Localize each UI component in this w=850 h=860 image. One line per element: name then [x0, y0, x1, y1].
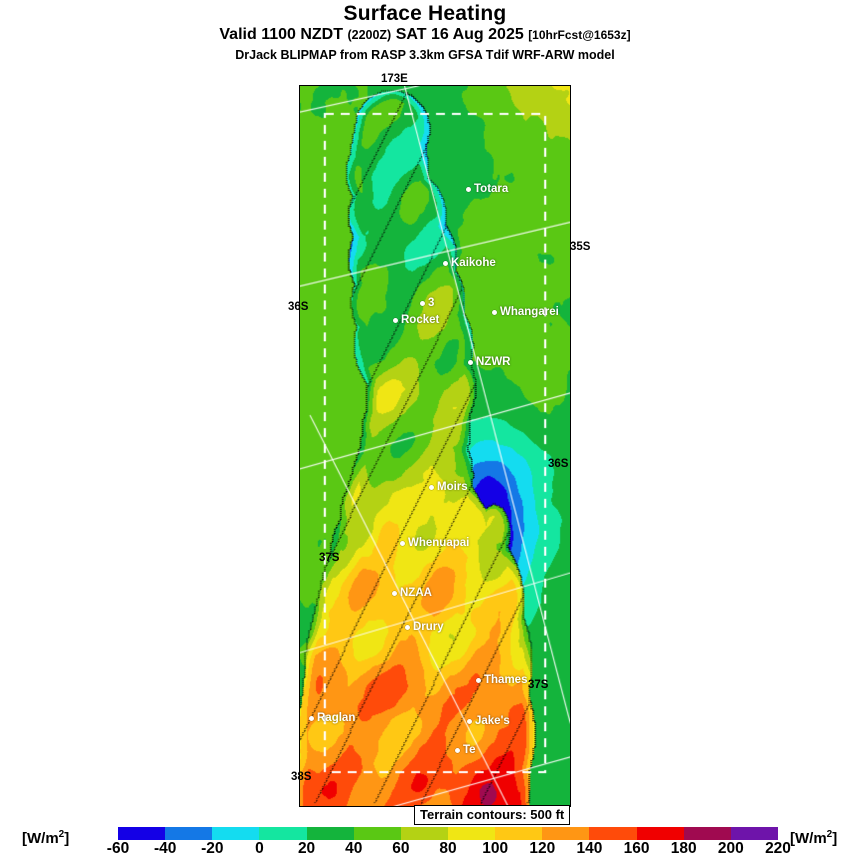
colorbar-swatches — [118, 827, 778, 840]
geo-label-lat-37S-w: 37S — [319, 552, 340, 564]
colorbar-tick-20: 20 — [297, 840, 316, 857]
unit-exponent-right: 2 — [826, 829, 833, 840]
station-label: Jake's — [475, 715, 510, 727]
forecast-tag: [10hrFcst@1653z] — [528, 28, 631, 42]
station-dot-icon — [443, 260, 448, 266]
colorbar-swatch-8 — [495, 827, 543, 840]
colorbar-swatch-5 — [353, 827, 401, 840]
colorbar-tick-0: 0 — [255, 840, 264, 857]
unit-suffix-right: ] — [832, 830, 838, 847]
station-label: NZAA — [400, 587, 432, 599]
station-dot-icon — [467, 718, 472, 724]
colorbar-swatch-11 — [636, 827, 684, 840]
colorbar-swatch-13 — [730, 827, 778, 840]
colorbar-unit-left: [W/m2] — [22, 829, 69, 847]
colorbar-unit-right: [W/m2] — [790, 829, 837, 847]
station-label: Whenuapai — [408, 537, 470, 549]
colorbar-swatch-10 — [589, 827, 637, 840]
colorbar-tick-60: 60 — [392, 840, 410, 857]
colorbar-tick-160: 160 — [623, 840, 650, 857]
station-dot-icon — [492, 309, 497, 315]
station-dot-icon — [468, 359, 473, 365]
colorbar-swatch-7 — [447, 827, 496, 840]
colorbar-tick--60: -60 — [106, 840, 130, 857]
valid-date: SAT 16 Aug 2025 — [395, 26, 524, 43]
station-dot-icon — [393, 317, 398, 323]
colorbar-swatch-1 — [165, 827, 213, 840]
colorbar-tick--40: -40 — [153, 840, 177, 857]
station-dot-icon — [466, 186, 471, 192]
unit-prefix-left: [W/m — [22, 830, 59, 847]
station-dot-icon — [405, 624, 410, 630]
colorbar-tick-140: 140 — [576, 840, 603, 857]
colorbar-tick--20: -20 — [201, 840, 224, 857]
surface-heating-raster — [300, 86, 570, 806]
geo-label-lat-35S-e: 35S — [570, 241, 591, 253]
unit-exponent-left: 2 — [58, 829, 65, 840]
colorbar-tick-40: 40 — [345, 840, 363, 857]
station-label: Thames — [484, 674, 528, 686]
station-label: Te — [463, 744, 476, 756]
geo-label-lon-173E: 173E — [381, 73, 408, 85]
terrain-contour-note: Terrain contours: 500 ft — [414, 805, 571, 825]
colorbar-tick-120: 120 — [529, 840, 556, 857]
colorbar-tick-180: 180 — [670, 840, 697, 857]
colorbar-tick-220: 220 — [765, 840, 791, 857]
colorbar-swatch-3 — [259, 827, 307, 840]
colorbar-tick-80: 80 — [439, 840, 457, 857]
geo-label-lat-38S-w: 38S — [291, 771, 312, 783]
station-label: Kaikohe — [451, 257, 496, 269]
station-dot-icon — [420, 300, 425, 306]
station-label: Raglan — [317, 712, 356, 724]
colorbar: [W/m2] -60 -40 -20 0 20 40 60 80 100 120 140 160 180… — [0, 826, 850, 860]
valid-time-local: Valid 1100 NZDT — [219, 26, 343, 43]
station-dot-icon — [309, 715, 314, 721]
station-dot-icon — [400, 540, 405, 546]
forecast-map[interactable] — [299, 85, 571, 807]
station-label: Totara — [474, 183, 509, 195]
geo-label-lat-36S-e: 36S — [548, 458, 569, 470]
station-dot-icon — [455, 747, 460, 753]
colorbar-swatch-0 — [118, 827, 166, 840]
colorbar-tick-200: 200 — [717, 840, 744, 857]
station-label: Drury — [413, 621, 444, 633]
model-description: DrJack BLIPMAP from RASP 3.3km GFSA Tdif… — [235, 48, 615, 62]
station-label: Moirs — [437, 481, 468, 493]
geo-label-lat-37S-e: 37S — [528, 679, 549, 691]
colorbar-tick-labels: -60 -40 -20 0 20 40 60 80 100 120 140 160 180 200 220 — [107, 840, 791, 860]
colorbar-swatch-9 — [542, 827, 590, 840]
station-label: Whangarei — [500, 306, 559, 318]
unit-suffix-left: ] — [64, 830, 70, 847]
colorbar-swatch-6 — [400, 827, 448, 840]
station-label: Rocket — [401, 314, 440, 326]
valid-time-zulu: (2200Z) — [347, 28, 392, 42]
geo-label-lat-36S-w: 36S — [288, 301, 309, 313]
station-dot-icon — [392, 590, 397, 596]
colorbar-swatch-12 — [683, 827, 731, 840]
station-label: NZWR — [476, 356, 511, 368]
station-dot-icon — [476, 677, 481, 683]
unit-prefix-right: [W/m — [790, 830, 827, 847]
valid-time-line: Valid 1100 NZDT (2200Z) SAT 16 Aug 2025 … — [0, 26, 850, 44]
station-label: 3 — [428, 297, 435, 309]
colorbar-tick-100: 100 — [482, 840, 509, 857]
station-dot-icon — [429, 484, 434, 490]
colorbar-swatch-4 — [306, 827, 354, 840]
colorbar-swatch-2 — [212, 827, 260, 840]
page-title: Surface Heating — [343, 2, 507, 25]
